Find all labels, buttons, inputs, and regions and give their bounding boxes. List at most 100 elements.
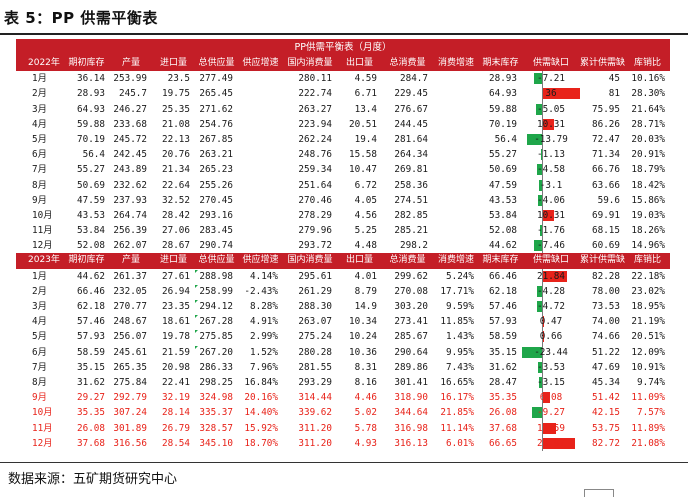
gap-axis [542,207,543,224]
cell-month: 10月 [32,209,53,221]
cell-imports: 23.35 [162,301,190,312]
gap-value: -7.46 [537,240,565,252]
cell-stock-sales-ratio: 18.79% [631,164,665,176]
cell-total-supply: 267.28 [195,314,238,329]
cell-stock-sales-ratio: 18.42% [631,179,665,191]
gap-data-bar [538,179,542,191]
gap-value: -3.15 [537,376,565,388]
cell-supply-gap: 0.47 [522,314,580,330]
gap-value: -13.79 [534,133,568,145]
cell-closing-stock: 62.18 [489,285,517,297]
cell-supply-growth: 14.40% [244,407,278,419]
cell-exports: 13.4 [354,103,377,115]
cell-output: 245.72 [113,133,147,145]
cell-consumption-growth: 9.95% [446,346,474,358]
comment-marker [195,315,198,320]
table-row: 8月 31.62 275.84 22.41 298.25 16.84% 293.29 8.16… [16,374,670,391]
cell-domestic-consumption: 295.61 [298,270,332,282]
cell-supply-growth: 20.16% [244,392,278,404]
cell-output: 265.35 [113,361,147,373]
bottom-rule [0,462,688,463]
cell-consumption-growth: 9.59% [446,301,474,312]
header-output: 产量 [121,58,140,68]
cell-consumption-growth [433,132,479,147]
gap-value: -4.72 [537,301,565,312]
cell-opening-stock: 44.62 [77,270,105,282]
cell-cumulative-gap: 82.28 [592,270,620,282]
cell-consumption-growth [433,238,479,253]
header-total-consumption: 总消费量 [389,255,426,266]
cell-stock-sales-ratio: 18.95% [631,301,665,312]
cell-month: 9月 [32,392,47,404]
cell-stock-sales-ratio: 18.26% [631,225,665,237]
cell-cumulative-gap: 60.69 [592,240,620,252]
gap-value: -7.21 [537,73,565,85]
cell-cumulative-gap: 51.22 [592,346,620,358]
header-total-consumption: 总消费量 [389,58,426,68]
cell-output: 292.79 [113,392,147,404]
cell-stock-sales-ratio: 21.08% [631,437,665,449]
cell-supply-gap: -23.44 [522,344,580,360]
header-consumption-growth: 消费增速 [437,255,474,266]
gap-axis [542,283,543,299]
cell-cumulative-gap: 59.6 [597,194,620,206]
top-rule [0,33,688,35]
cell-supply-gap: -3.1 [522,177,580,193]
cell-supply-gap: -3.15 [522,374,580,391]
cell-domestic-consumption: 293.29 [298,376,332,388]
cell-opening-stock: 43.53 [77,209,105,221]
gap-data-bar [543,118,555,130]
cell-month: 8月 [32,376,47,388]
cell-domestic-consumption: 263.07 [298,316,332,328]
gap-axis [542,162,543,178]
cell-total-consumption: 284.7 [400,73,428,85]
cell-consumption-growth [433,71,479,86]
cell-total-supply: 267.85 [199,133,233,145]
cell-domestic-consumption: 261.29 [298,285,332,297]
cell-stock-sales-ratio: 11.89% [631,422,665,434]
cell-total-supply: 345.10 [199,437,233,449]
table-row: 12月 37.68 316.56 28.54 345.10 18.70% 311.20 4.9… [16,435,670,451]
cell-opening-stock: 53.84 [77,225,105,237]
cell-exports: 4.05 [354,194,377,206]
cell-total-consumption: 264.34 [394,149,428,161]
cell-output: 246.27 [113,103,147,115]
table-row: 1月 44.62 261.37 27.61 288.98 4.14% 295.61 4.01 2… [16,268,670,284]
cell-output: 262.07 [113,240,147,252]
cell-total-supply: 324.98 [199,392,233,404]
cell-month: 7月 [32,164,47,176]
cell-closing-stock: 58.59 [489,331,517,343]
cell-imports: 28.54 [162,437,190,449]
gap-data-bar [543,422,556,434]
cell-imports: 26.79 [162,422,190,434]
cell-output: 256.39 [113,225,147,237]
cell-output: 261.37 [113,270,147,282]
cell-supply-gap: -3.53 [522,359,580,375]
cell-cumulative-gap: 63.66 [592,179,620,191]
cell-imports: 22.13 [162,133,190,145]
gap-axis [542,192,543,208]
header-supply-growth: 供应增速 [242,58,279,68]
cell-opening-stock: 57.46 [77,316,105,328]
cell-imports: 25.35 [162,103,190,115]
cell-month: 4月 [32,118,47,130]
cell-opening-stock: 59.88 [77,118,105,130]
table-row: 9月 29.27 292.79 32.19 324.98 20.16% 314.44 4.46… [16,390,670,406]
cell-closing-stock: 66.46 [489,270,517,282]
cell-total-consumption: 258.36 [394,179,428,191]
cell-domestic-consumption: 263.27 [298,103,332,115]
gap-data-bar [537,285,542,297]
cell-month: 6月 [32,346,47,358]
cell-closing-stock: 44.62 [489,240,517,252]
cell-consumption-growth: 17.71% [440,285,474,297]
cell-output: 253.99 [113,73,147,85]
cell-consumption-growth: 6.01% [446,437,474,449]
cell-imports: 26.94 [162,285,190,297]
cell-supply-growth [238,117,283,132]
cell-opening-stock: 57.93 [77,331,105,343]
header-exports: 出口量 [345,58,373,68]
gap-value: 11.59 [537,422,565,434]
header-total-supply: 总供应量 [198,58,235,68]
cell-month: 9月 [32,194,47,206]
cell-opening-stock: 56.4 [82,149,105,161]
